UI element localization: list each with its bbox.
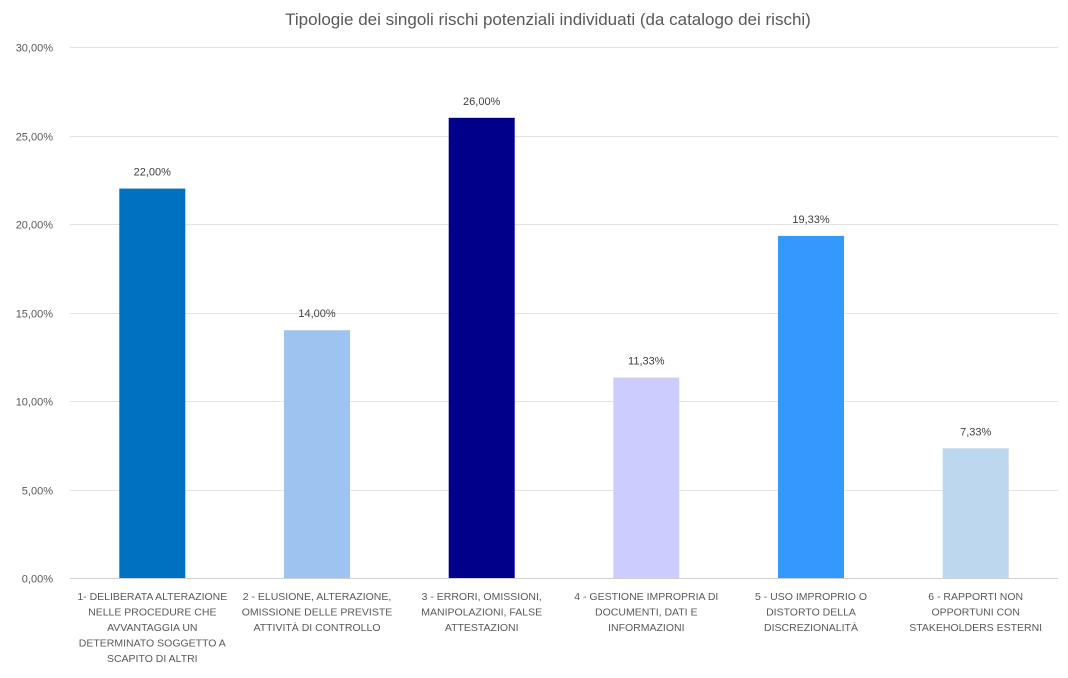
category-label: 3 - ERRORI, OMISSIONI, MANIPOLAZIONI, FAL… [421,591,542,634]
category-labels: 1- DELIBERATA ALTERAZIONE NELLE PROCEDURE… [77,591,1042,665]
y-tick-label: 25,00% [16,132,54,144]
bar [942,448,1009,578]
data-label: 7,33% [960,426,991,438]
y-tick-label: 10,00% [16,397,54,409]
category-label: 4 - GESTIONE IMPROPRIA DI DOCUMENTI, DATI… [574,591,718,634]
data-label: 19,33% [792,214,830,226]
bar [448,117,515,579]
y-axis-tick-labels: 0,00% 5,00% 10,00% 15,00% 20,00% 25,00% 30,00% [16,43,54,586]
chart-title: Tipologie dei singoli rischi potenziali … [285,10,811,29]
y-tick-label: 0,00% [22,574,53,586]
y-tick-label: 5,00% [22,486,53,498]
data-labels: 22,00% 14,00% 26,00% 11,33% 19,33% 7,33% [134,96,992,438]
bar [613,377,680,578]
data-label: 22,00% [134,167,172,179]
y-tick-label: 15,00% [16,309,54,321]
y-tick-label: 30,00% [16,43,54,55]
bar [778,235,844,578]
gridlines [70,47,1058,579]
y-tick-label: 20,00% [16,220,54,232]
category-label: 5 - USO IMPROPRIO O DISTORTO DELLA DISCREZ… [755,591,867,634]
category-label: 6 - RAPPORTI NON OPPORTUNI CON STAKEHOLDER… [909,591,1042,634]
category-label: 1- DELIBERATA ALTERAZIONE NELLE PROCEDURE… [77,591,227,665]
bar [119,188,186,578]
bar [284,330,350,578]
bars [119,117,1009,579]
data-label: 11,33% [628,356,665,368]
data-label: 14,00% [298,308,336,320]
category-label: 2 - ELUSIONE, ALTERAZIONE, OMISSIONE DELL… [242,591,393,634]
data-label: 26,00% [463,96,501,108]
